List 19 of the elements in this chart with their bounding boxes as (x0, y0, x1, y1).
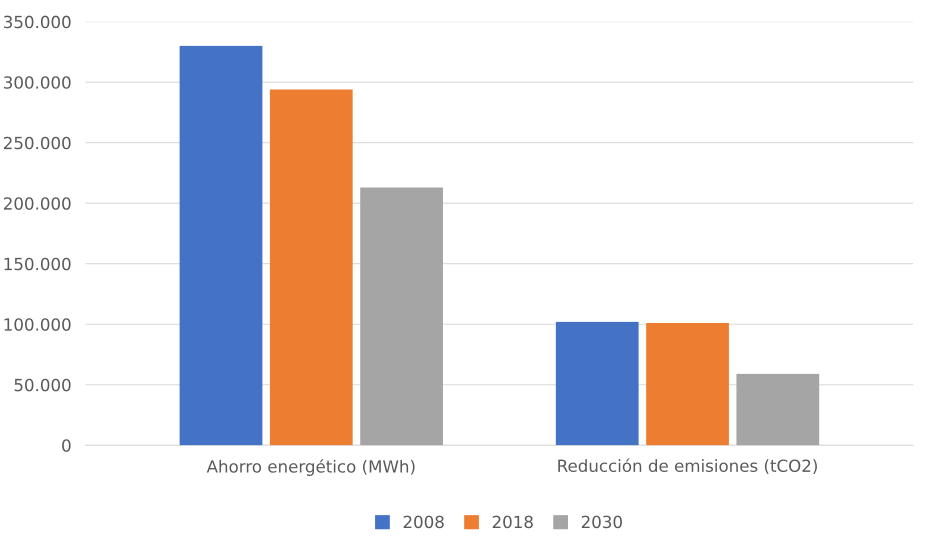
y-tick-label: 350.000 (4, 16, 71, 28)
y-tick-label: 50.000 (14, 378, 71, 392)
legend-label: 2008 (404, 516, 444, 528)
x-tick-label: Reducción de emisiones (tCO2) (558, 458, 817, 474)
bar (180, 46, 262, 446)
y-tick-label: 300.000 (4, 76, 71, 89)
legend-label: 2018 (492, 516, 533, 528)
y-tick-label: 200.000 (4, 197, 71, 210)
bar (646, 323, 729, 446)
y-tick-label: 250.000 (4, 136, 71, 150)
y-tick-label: 150.000 (4, 258, 71, 270)
bar (270, 89, 353, 446)
y-tick-label: 0 (62, 439, 71, 452)
x-tick-label: Ahorro energético (MWh) (206, 459, 415, 476)
bar (360, 188, 443, 446)
legend-label: 2030 (582, 516, 622, 528)
y-tick-label: 100.000 (4, 318, 71, 331)
bar (556, 322, 639, 446)
bar (736, 374, 820, 446)
